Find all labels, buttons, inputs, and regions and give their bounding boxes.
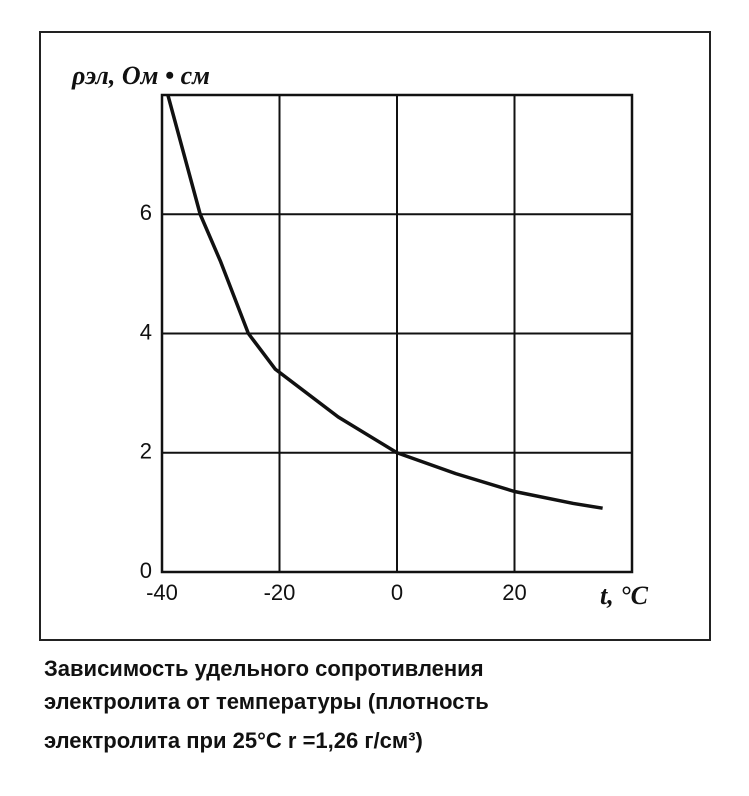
caption-line: электролита от температуры (плотность <box>44 689 489 714</box>
frame <box>39 31 711 641</box>
x-tick-label: -20 <box>264 580 296 605</box>
y-tick-label: 0 <box>140 558 152 583</box>
x-tick-label: -40 <box>146 580 178 605</box>
x-tick-label: 0 <box>391 580 403 605</box>
caption-line: электролита при 25°C r =1,26 г/см³) <box>44 728 423 753</box>
y-tick-label: 4 <box>140 319 152 344</box>
x-tick-label: 20 <box>502 580 526 605</box>
x-axis-label: t, °C <box>600 581 649 610</box>
caption-line: Зависимость удельного сопротивления <box>44 656 484 681</box>
y-tick-label: 2 <box>140 439 152 464</box>
y-axis-label: ρэл, Ом • см <box>71 61 210 90</box>
line-series <box>166 94 603 510</box>
y-tick-label: 6 <box>140 200 152 225</box>
